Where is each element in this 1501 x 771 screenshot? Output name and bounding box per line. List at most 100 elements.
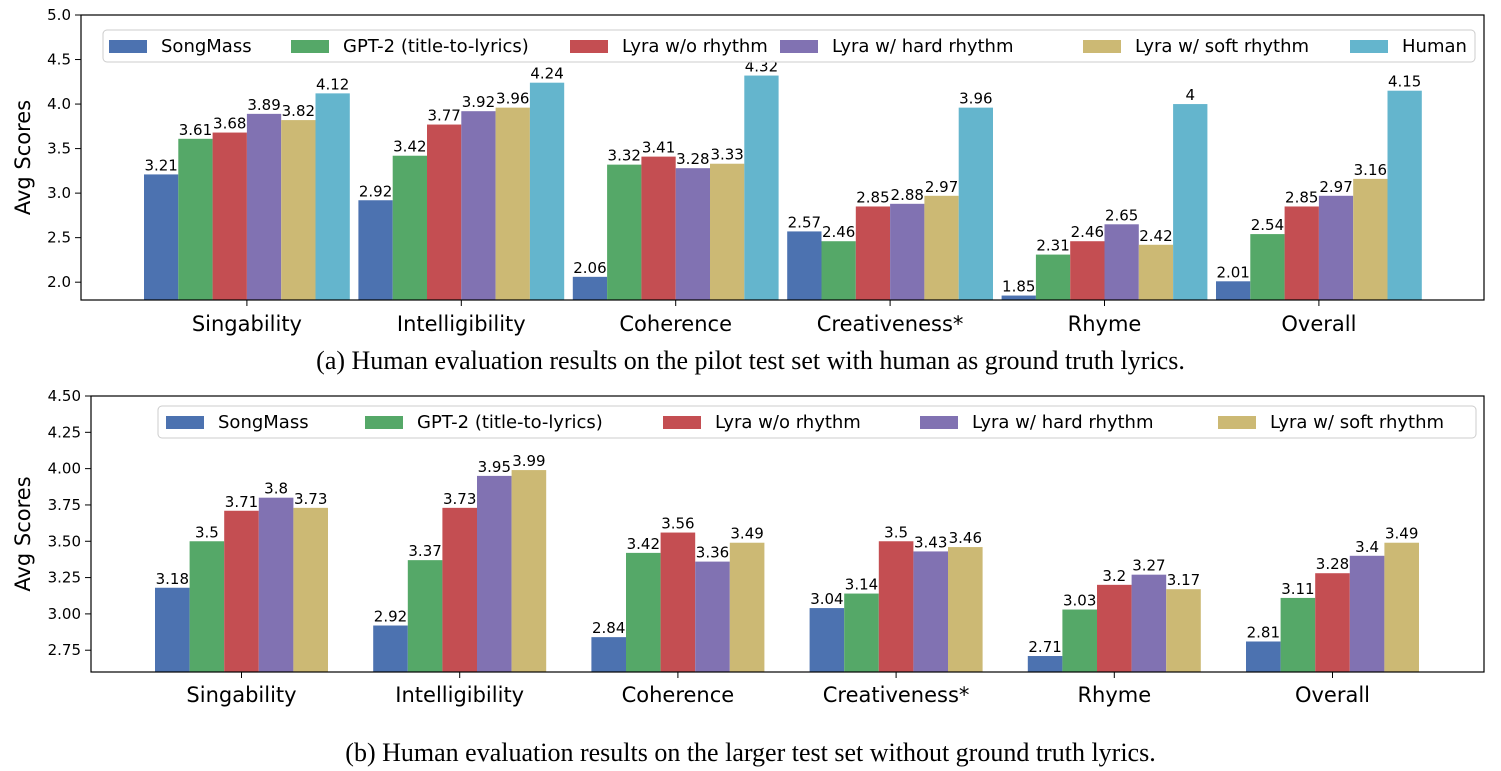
- chart-b-legend-swatch-lyra-w-hard-rhythm: [920, 416, 958, 429]
- chart-a-bar-gpt-2-title-to-lyrics-creativeness: [821, 241, 856, 300]
- chart-a-value-label: 3.82: [282, 102, 315, 120]
- chart-a-bar-human-creativeness: [958, 107, 993, 301]
- chart-b-legend-label-lyra-w-o-rhythm: Lyra w/o rhythm: [715, 412, 861, 433]
- chart-a-bar-lyra-w-soft-rhythm-overall: [1353, 178, 1388, 301]
- chart-a-bar-lyra-w-o-rhythm-overall: [1284, 206, 1319, 300]
- chart-a-legend-label-lyra-w-hard-rhythm: Lyra w/ hard rhythm: [832, 36, 1014, 57]
- chart-a-legend-label-lyra-w-o-rhythm: Lyra w/o rhythm: [622, 36, 768, 57]
- chart-a-ytick-label: 4.5: [47, 51, 71, 69]
- chart-b-bar-lyra-w-o-rhythm-overall: [1315, 573, 1350, 672]
- chart-a-value-label: 3.16: [1354, 161, 1387, 179]
- chart-a-bar-human-intelligibility: [529, 82, 565, 300]
- chart-a-legend-label-human: Human: [1402, 36, 1467, 57]
- chart-b-value-label: 3.49: [1385, 525, 1418, 543]
- chart-a-bar-lyra-w-o-rhythm-coherence: [641, 156, 676, 300]
- chart-b-legend-label-lyra-w-soft-rhythm: Lyra w/ soft rhythm: [1270, 412, 1444, 433]
- chart-a-value-label: 2.92: [359, 182, 392, 200]
- chart-a-ytick-label: 3.5: [47, 140, 71, 158]
- chart-a-xtick-label-overall: Overall: [1281, 312, 1356, 336]
- chart-b-bar-lyra-w-soft-rhythm-coherence: [729, 542, 765, 672]
- chart-a-legend-swatch-songmass: [109, 40, 147, 53]
- chart-a-value-label: 2.42: [1139, 227, 1172, 245]
- chart-a-value-label: 2.57: [788, 213, 821, 231]
- chart-b-bar-songmass-creativeness: [809, 608, 845, 672]
- chart-a-bar-lyra-w-o-rhythm-intelligibility: [427, 124, 462, 300]
- chart-b-bar-lyra-w-o-rhythm-creativeness: [878, 541, 914, 672]
- chart-a-value-label: 2.97: [1319, 178, 1352, 196]
- chart-a-ytick-label: 4.0: [47, 95, 71, 113]
- chart-b-bar-lyra-w-soft-rhythm-creativeness: [948, 547, 983, 672]
- chart-b-bar-lyra-w-soft-rhythm-intelligibility: [511, 470, 547, 672]
- chart-a-bar-human-coherence: [744, 75, 779, 300]
- chart-b-ytick-label: 4.50: [48, 387, 81, 405]
- chart-b-value-label: 3.27: [1132, 557, 1165, 575]
- chart-a-legend-swatch-lyra-w-soft-rhythm: [1083, 40, 1121, 53]
- chart-a-ytick-label: 5.0: [47, 6, 71, 24]
- chart-a-value-label: 4.24: [530, 65, 563, 83]
- chart-a-legend-swatch-lyra-w-hard-rhythm: [780, 40, 818, 53]
- chart-b-bar-songmass-singability: [155, 587, 190, 672]
- chart-b-value-label: 3.42: [627, 535, 660, 553]
- chart-a-bar-lyra-w-o-rhythm-singability: [212, 132, 247, 300]
- chart-a-value-label: 2.46: [1071, 223, 1104, 241]
- chart-b-value-label: 3.4: [1355, 538, 1379, 556]
- chart-b-axes-frame: [90, 395, 1485, 673]
- chart-b-value-label: 3.5: [195, 523, 219, 541]
- chart-b-bar-gpt-2-title-to-lyrics-singability: [189, 541, 225, 672]
- chart-a-value-label: 2.31: [1036, 237, 1069, 255]
- caption-b: (b) Human evaluation results on the larg…: [345, 738, 1156, 767]
- chart-b-value-label: 3.04: [810, 590, 843, 608]
- chart-b-bar-songmass-overall: [1246, 641, 1281, 672]
- chart-b-bar-gpt-2-title-to-lyrics-coherence: [626, 552, 661, 672]
- chart-b-bar-lyra-w-hard-rhythm-singability: [258, 497, 294, 672]
- chart-b-value-label: 3.56: [661, 515, 694, 533]
- chart-a-ytick-label: 2.5: [47, 229, 71, 247]
- chart-b-value-label: 3.73: [443, 490, 476, 508]
- chart-a-bar-lyra-w-soft-rhythm-coherence: [710, 163, 745, 300]
- chart-a-bar-lyra-w-soft-rhythm-rhyme: [1138, 244, 1174, 300]
- chart-a-bar-gpt-2-title-to-lyrics-overall: [1250, 234, 1285, 300]
- chart-b-bar-songmass-intelligibility: [373, 625, 408, 672]
- chart-a-bar-lyra-w-hard-rhythm-coherence: [675, 168, 710, 300]
- chart-a-value-label: 2.46: [822, 223, 855, 241]
- chart-b-value-label: 3.46: [949, 529, 982, 547]
- chart-b-bar-gpt-2-title-to-lyrics-intelligibility: [407, 560, 443, 672]
- chart-a-xtick-label-coherence: Coherence: [619, 312, 732, 336]
- chart-b-value-label: 3.95: [478, 458, 511, 476]
- chart-a-bar-human-singability: [315, 93, 350, 301]
- chart-a-bar-songmass-creativeness: [787, 231, 822, 300]
- chart-b-value-label: 3.5: [884, 523, 908, 541]
- chart-b-xtick-label-creativeness: Creativeness*: [823, 683, 970, 707]
- chart-a-bar-songmass-coherence: [572, 276, 608, 300]
- chart-a-bar-lyra-w-hard-rhythm-singability: [246, 113, 282, 300]
- chart-a-value-label: 3.33: [710, 146, 743, 164]
- chart-b-value-label: 3.99: [512, 452, 545, 470]
- chart-b-bar-gpt-2-title-to-lyrics-rhyme: [1062, 609, 1097, 672]
- chart-a-legend-label-lyra-w-soft-rhythm: Lyra w/ soft rhythm: [1135, 36, 1309, 57]
- chart-b-bar-lyra-w-hard-rhythm-rhyme: [1131, 574, 1167, 672]
- chart-a-xtick-label-rhyme: Rhyme: [1068, 312, 1142, 336]
- chart-a-bar-gpt-2-title-to-lyrics-singability: [178, 138, 213, 300]
- chart-b-ytick-label: 4.25: [48, 423, 81, 441]
- chart-a-value-label: 3.28: [676, 150, 709, 168]
- chart-b-value-label: 3.36: [696, 544, 729, 562]
- chart-a-value-label: 2.88: [891, 186, 924, 204]
- chart-a-bar-gpt-2-title-to-lyrics-coherence: [607, 164, 642, 300]
- chart-a-value-label: 2.97: [925, 178, 958, 196]
- chart-a-value-label: 2.85: [1285, 188, 1318, 206]
- chart-b-bar-songmass-rhyme: [1027, 656, 1063, 672]
- chart-a-bar-songmass-rhyme: [1001, 295, 1036, 300]
- chart-a-value-label: 2.65: [1105, 206, 1138, 224]
- chart-a-bar-songmass-singability: [144, 174, 179, 300]
- chart-a-legend-swatch-lyra-w-o-rhythm: [570, 40, 608, 53]
- chart-b-bar-lyra-w-o-rhythm-rhyme: [1097, 584, 1132, 672]
- chart-b-ylabel: Avg Scores: [11, 476, 35, 591]
- chart-b-bar-lyra-w-soft-rhythm-overall: [1384, 542, 1419, 672]
- chart-a-bar-lyra-w-o-rhythm-rhyme: [1070, 241, 1105, 300]
- chart-b-legend-swatch-lyra-w-o-rhythm: [663, 416, 701, 429]
- chart-a-value-label: 3.96: [496, 90, 529, 108]
- chart-b-bar-lyra-w-hard-rhythm-creativeness: [913, 551, 948, 672]
- chart-a-value-label: 3.92: [462, 93, 495, 111]
- chart-a-legend-label-gpt-2-title-to-lyrics: GPT-2 (title-to-lyrics): [343, 36, 529, 57]
- chart-a-value-label: 2.01: [1216, 263, 1249, 281]
